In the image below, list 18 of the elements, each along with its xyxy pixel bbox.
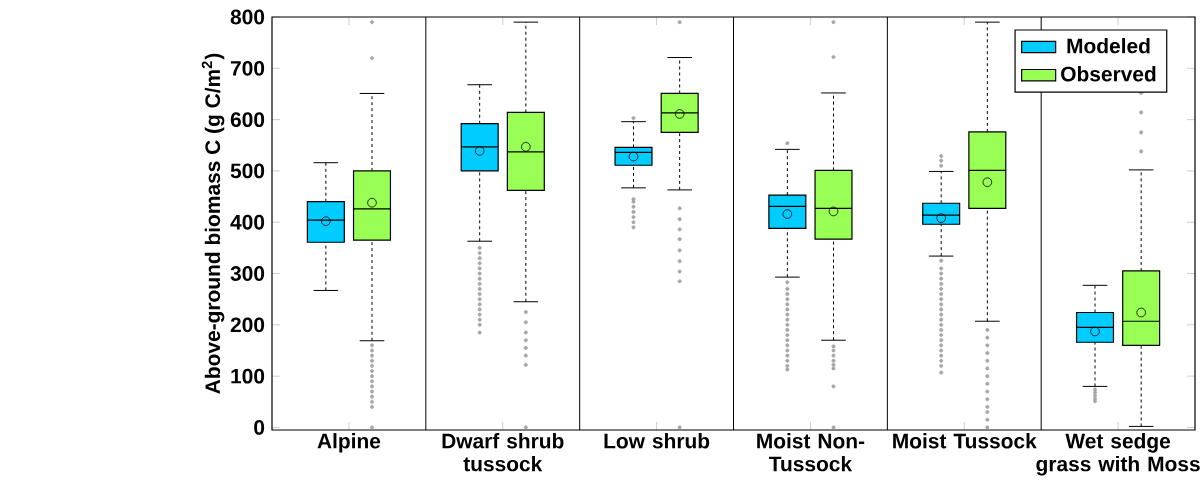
legend-label: Modeled	[1067, 37, 1150, 54]
y-tick-label: 200	[230, 317, 265, 333]
y-tick-label: 600	[230, 112, 265, 128]
x-tick-label: Low shrub	[604, 433, 710, 449]
x-tick-label: Dwarf shrub tussock	[442, 433, 564, 472]
y-tick-label: 400	[230, 214, 265, 230]
y-tick-label: 0	[254, 420, 265, 435]
x-tick-label: Moist Non-Tussock	[757, 433, 865, 472]
y-tick-label: 800	[230, 9, 265, 25]
x-tick-label: Alpine	[317, 433, 381, 453]
legend-label: Observed	[1061, 66, 1156, 82]
y-tick-label: 300	[230, 266, 265, 281]
y-tick-label: 100	[231, 368, 265, 384]
y-axis-title: Above-ground biomass C (g C/m$^{2}$)	[201, 53, 225, 394]
x-tick-label: Moist Tussock	[893, 433, 1037, 449]
x-tick-label: Wet sedge grass with Moss	[1036, 433, 1200, 476]
y-tick-label: 500	[230, 163, 265, 179]
y-tick-label: 700	[230, 60, 265, 76]
